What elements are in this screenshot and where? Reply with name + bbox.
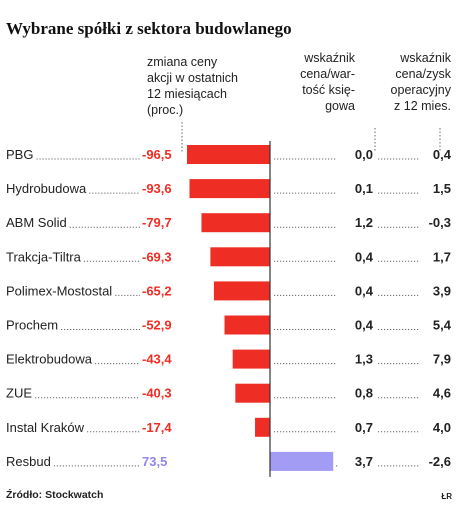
bar: [213, 281, 270, 301]
pe-ratio-label: 7,9: [433, 352, 451, 367]
header-price-change: zmiana ceny akcji w ostatnich 12 miesiącac…: [147, 55, 238, 117]
header-line: akcji w ostatnich: [147, 71, 238, 85]
category-label: Trakcja-Tiltra: [6, 249, 82, 264]
header-line: operacyjny: [391, 83, 452, 97]
header-line: wskaźnik: [399, 51, 451, 65]
pe-ratio-label: 4,0: [433, 420, 451, 435]
book-value-label: 0,7: [355, 420, 373, 435]
category-label: Resbud: [6, 454, 51, 469]
header-line: tość księ-: [302, 83, 355, 97]
source-note: Źródło: Stockwatch: [6, 488, 103, 501]
pe-ratio-label: 1,5: [433, 181, 451, 196]
price-change-label: -17,4: [142, 420, 172, 435]
bar: [232, 349, 270, 369]
category-label: Instal Kraków: [6, 420, 85, 435]
book-value-label: 1,3: [355, 352, 373, 367]
price-change-label: -96,5: [142, 147, 172, 162]
category-label: Elektrobudowa: [6, 352, 93, 367]
price-change-label: -79,7: [142, 215, 172, 230]
book-value-label: 0,4: [355, 283, 374, 298]
header-line: cena/zysk: [395, 67, 451, 81]
bar: [187, 145, 270, 164]
pe-ratio-label: -0,3: [429, 215, 451, 230]
price-change-label: -52,9: [142, 318, 172, 333]
price-change-label: -93,6: [142, 181, 172, 196]
pe-ratio-label: 1,7: [433, 249, 451, 264]
category-label: ABM Solid: [6, 215, 67, 230]
bar: [224, 315, 270, 335]
header-line: wskaźnik: [303, 51, 355, 65]
pe-ratio-label: -2,6: [429, 454, 451, 469]
pe-ratio-label: 3,9: [433, 283, 451, 298]
bar: [235, 383, 270, 403]
bar: [270, 451, 334, 471]
book-value-label: 0,8: [355, 386, 373, 401]
header-pe-ratio: wskaźnik cena/zysk operacyjny z 12 mies.: [391, 51, 452, 113]
book-value-label: 3,7: [355, 454, 373, 469]
bar: [210, 247, 270, 267]
category-label: ZUE: [6, 386, 32, 401]
chart-title: Wybrane spółki z sektora budowlanego: [6, 19, 292, 38]
book-value-label: 1,2: [355, 215, 373, 230]
category-label: Polimex-Mostostal: [6, 283, 112, 298]
header-line: (proc.): [147, 103, 183, 117]
price-change-label: -69,3: [142, 249, 172, 264]
header-line: z 12 mies.: [394, 99, 451, 113]
price-change-label: -65,2: [142, 283, 172, 298]
header-line: 12 miesiącach: [147, 87, 227, 101]
chart-rows: PBG -96,5 0,0 0,4 Hydrobudowa -93,6 0,1 1,5 ABM …: [6, 122, 452, 471]
book-value-label: 0,4: [355, 318, 374, 333]
book-value-label: 0,0: [355, 147, 373, 162]
price-change-label: 73,5: [142, 454, 167, 469]
pe-ratio-label: 4,6: [433, 386, 451, 401]
price-change-label: -40,3: [142, 386, 172, 401]
header-line: cena/war-: [300, 67, 355, 81]
category-label: Prochem: [6, 318, 58, 333]
category-label: Hydrobudowa: [6, 181, 87, 196]
pe-ratio-label: 0,4: [433, 147, 452, 162]
pe-ratio-label: 5,4: [433, 318, 452, 333]
header-book-value: wskaźnik cena/war-tość księ-gowa: [300, 51, 356, 113]
bar: [201, 213, 270, 233]
bar: [255, 417, 270, 437]
category-label: PBG: [6, 147, 33, 162]
book-value-label: 0,1: [355, 181, 373, 196]
header-line: gowa: [325, 99, 355, 113]
bar: [189, 179, 270, 199]
header-line: zmiana ceny: [147, 55, 218, 69]
price-change-label: -43,4: [142, 352, 172, 367]
logo-mark: ŁR: [441, 492, 452, 501]
book-value-label: 0,4: [355, 249, 374, 264]
